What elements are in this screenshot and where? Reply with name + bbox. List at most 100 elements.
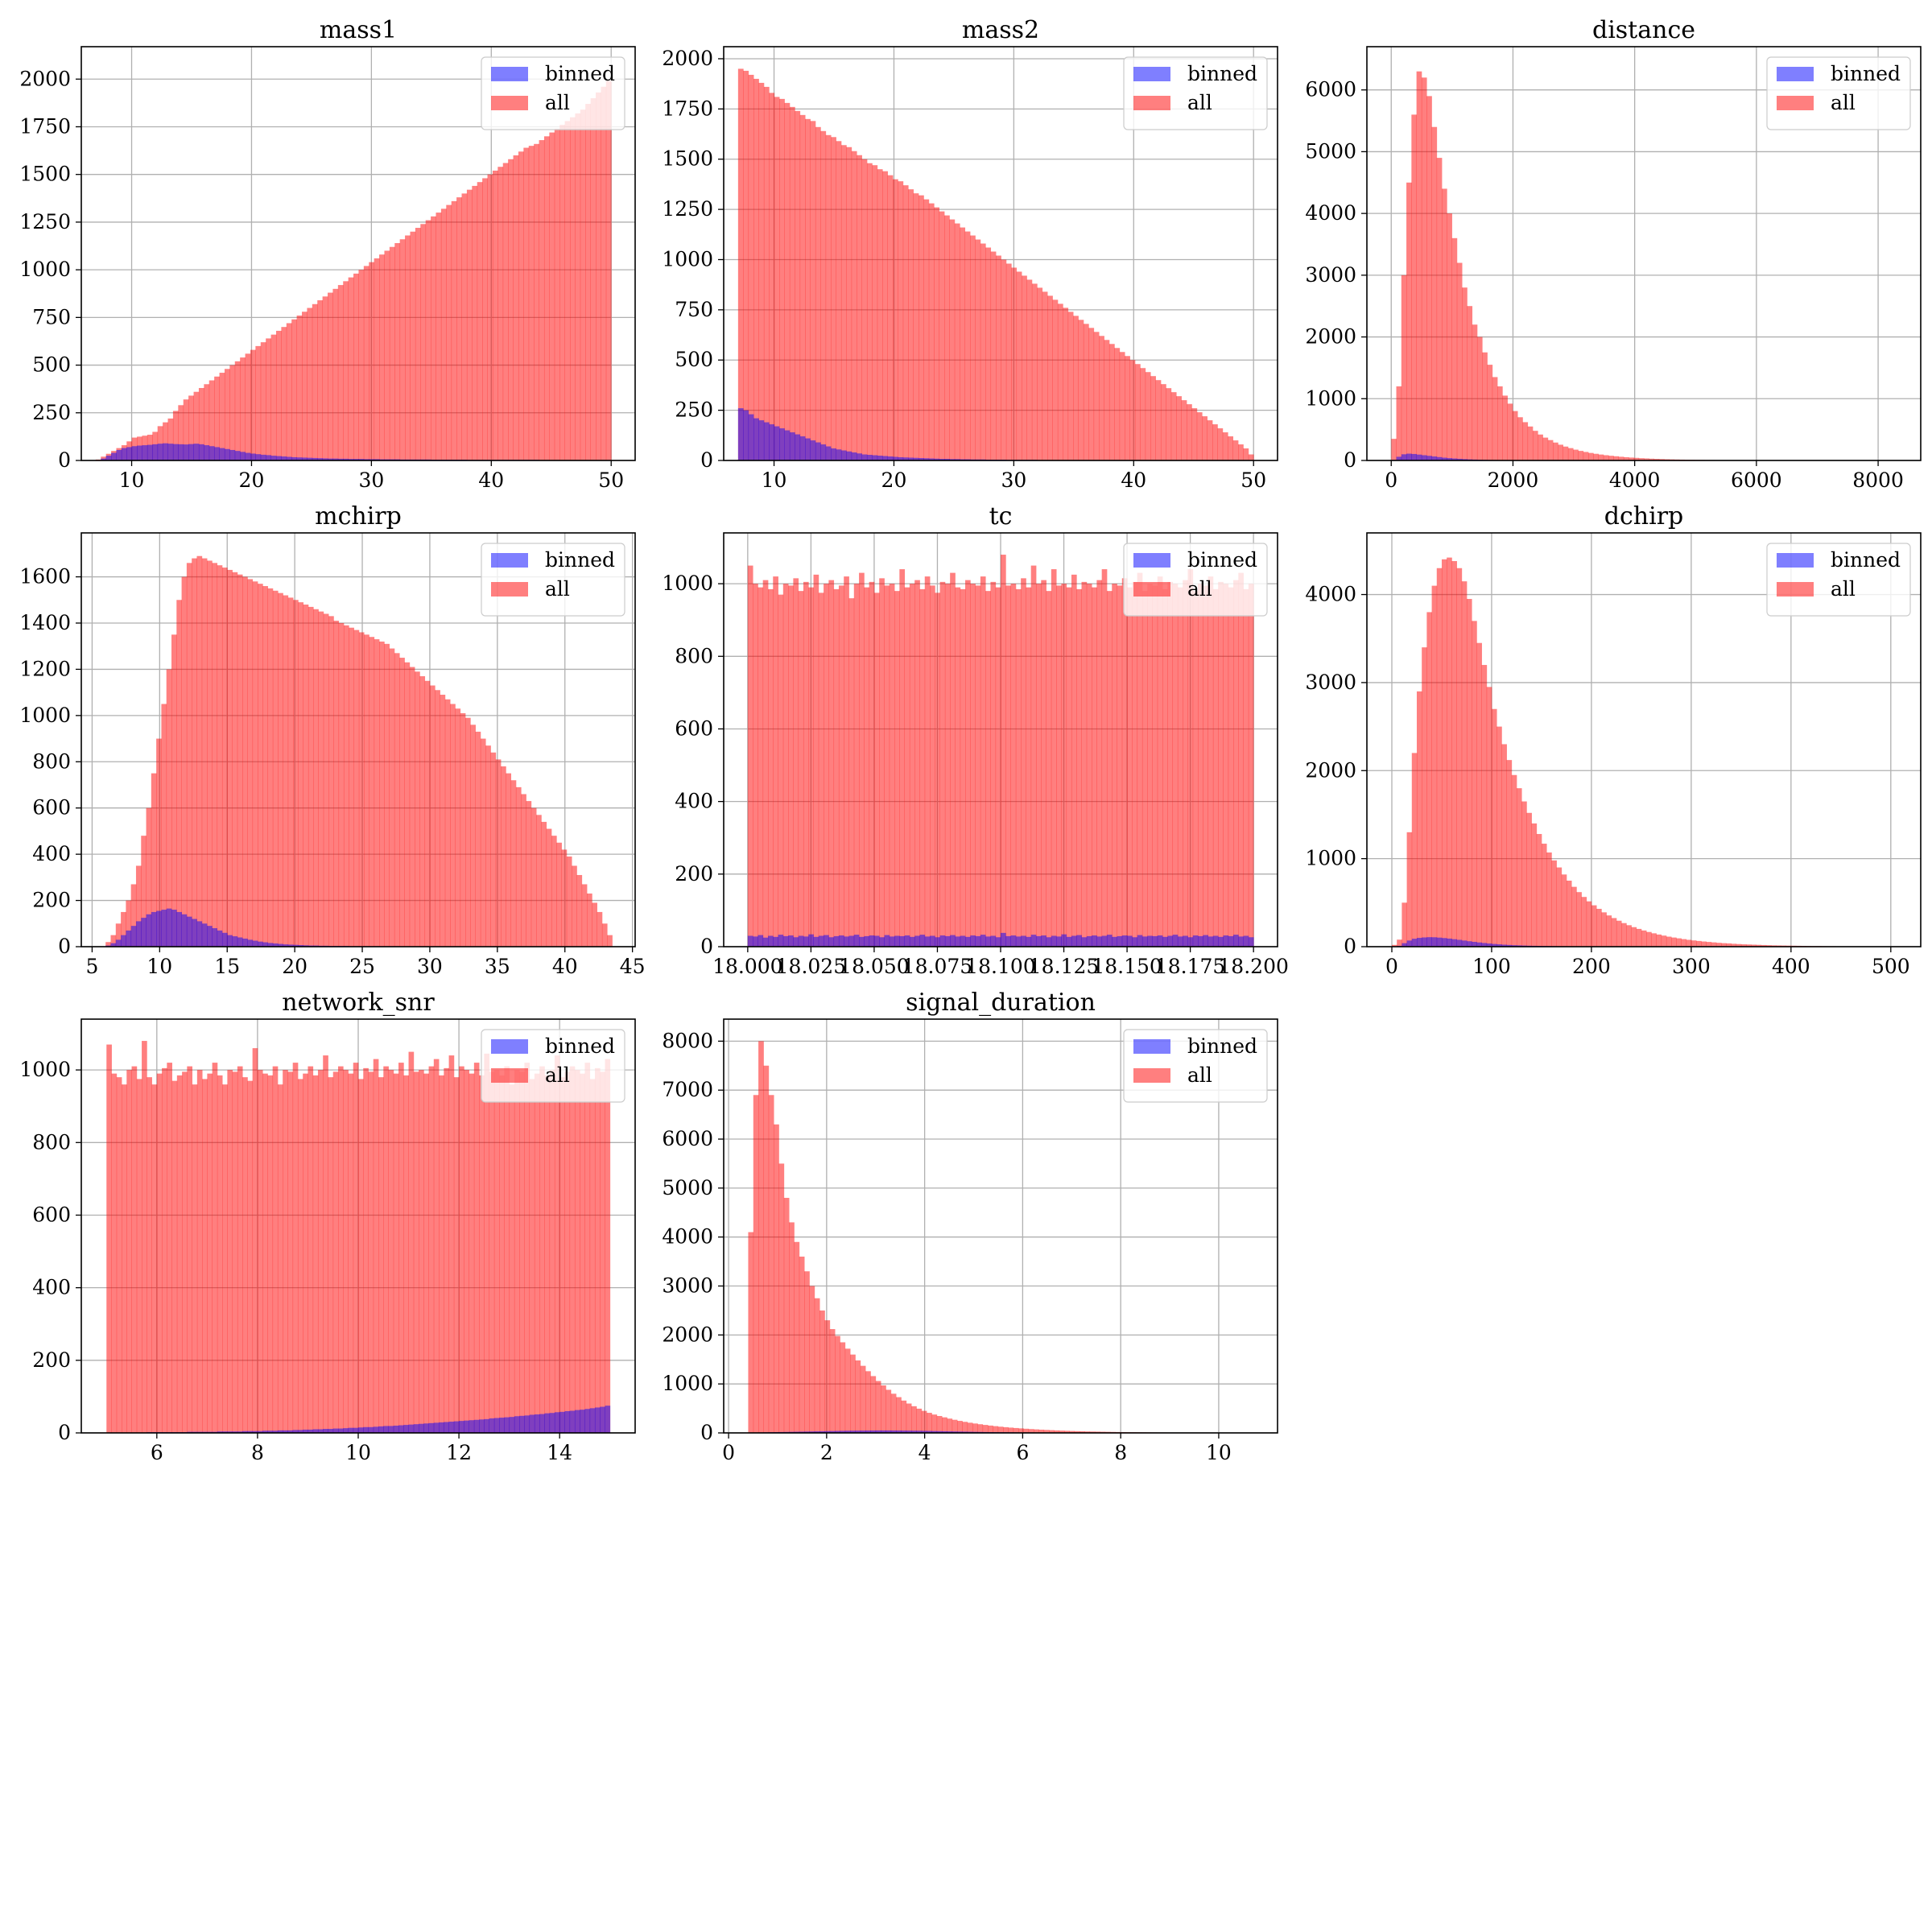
bar-all bbox=[944, 584, 951, 947]
bar-binned bbox=[307, 457, 313, 460]
bar-all bbox=[581, 884, 588, 947]
bar-all bbox=[1121, 578, 1128, 947]
bar-all bbox=[1583, 452, 1589, 460]
legend-swatch-binned bbox=[1777, 67, 1814, 81]
bar-binned bbox=[833, 935, 840, 947]
bar-all bbox=[1101, 569, 1108, 947]
bar-all bbox=[252, 1048, 258, 1433]
bar-all bbox=[110, 935, 117, 947]
bar-binned bbox=[473, 1419, 480, 1433]
bar-binned bbox=[748, 414, 754, 460]
bar-binned bbox=[820, 444, 827, 460]
bar-all bbox=[373, 1059, 379, 1433]
bar-binned bbox=[419, 1423, 424, 1433]
bar-all bbox=[204, 384, 210, 460]
bar-all bbox=[1456, 262, 1463, 460]
bar-all bbox=[1501, 744, 1507, 947]
bar-binned bbox=[1172, 935, 1179, 947]
bar-all bbox=[1042, 291, 1048, 460]
bar-all bbox=[1563, 446, 1569, 460]
bar-all bbox=[1104, 340, 1110, 460]
bar-all bbox=[1472, 621, 1477, 947]
bar-all bbox=[1157, 576, 1163, 947]
bar-all bbox=[564, 1071, 571, 1433]
bar-all bbox=[882, 171, 888, 460]
y-tick-label: 200 bbox=[32, 1348, 71, 1372]
bar-all bbox=[782, 584, 789, 947]
bar-binned bbox=[1141, 936, 1148, 947]
x-tick-label: 8000 bbox=[1852, 469, 1904, 492]
bar-all bbox=[913, 193, 919, 460]
bar-all bbox=[278, 592, 283, 947]
bar-binned bbox=[859, 936, 865, 947]
bar-binned bbox=[1187, 937, 1194, 947]
bar-binned bbox=[788, 935, 794, 947]
bar-binned bbox=[227, 935, 233, 947]
bar-all bbox=[1546, 852, 1552, 947]
bar-binned bbox=[348, 1427, 354, 1433]
bar-all bbox=[1177, 587, 1183, 947]
bar-binned bbox=[1416, 938, 1422, 947]
bar-all bbox=[866, 163, 873, 460]
bar-all bbox=[1621, 923, 1627, 947]
bar-binned bbox=[850, 1430, 856, 1433]
bar-binned bbox=[337, 458, 344, 460]
bar-binned bbox=[931, 1430, 938, 1433]
bar-binned bbox=[580, 1410, 585, 1433]
bar-all bbox=[831, 137, 836, 460]
legend-swatch-all bbox=[1777, 582, 1814, 597]
bar-all bbox=[1517, 417, 1523, 460]
bar-binned bbox=[242, 1430, 248, 1433]
bar-all bbox=[810, 121, 816, 460]
y-tick-label: 1750 bbox=[662, 97, 713, 120]
bar-all bbox=[1089, 1431, 1096, 1433]
bar-all bbox=[1074, 1430, 1080, 1433]
bar-all bbox=[1547, 440, 1554, 460]
bar-all bbox=[171, 634, 177, 947]
bar-all bbox=[1649, 458, 1654, 460]
bar-all bbox=[1426, 96, 1432, 460]
bar-all bbox=[923, 199, 930, 460]
bar-all bbox=[415, 228, 421, 460]
bar-all bbox=[1491, 708, 1497, 947]
bar-all bbox=[1542, 437, 1549, 460]
bar-all bbox=[267, 1075, 274, 1433]
bar-binned bbox=[909, 936, 915, 947]
bar-all bbox=[1690, 940, 1697, 947]
x-tick-label: 300 bbox=[1672, 955, 1711, 978]
bar-all bbox=[217, 1075, 223, 1433]
bar-binned bbox=[1486, 943, 1492, 947]
bar-all bbox=[815, 126, 821, 460]
bar-all bbox=[990, 581, 997, 947]
bar-all bbox=[1576, 892, 1582, 947]
bar-binned bbox=[212, 928, 218, 947]
bar-all bbox=[783, 1198, 790, 1433]
bar-all bbox=[1527, 426, 1534, 460]
bar-all bbox=[818, 592, 824, 947]
bar-all bbox=[1506, 760, 1513, 947]
bar-all bbox=[934, 207, 940, 460]
bar-all bbox=[566, 857, 572, 947]
x-tick-label: 200 bbox=[1572, 955, 1611, 978]
bar-all bbox=[453, 1077, 460, 1433]
bar-all bbox=[171, 1080, 178, 1433]
bar-all bbox=[753, 1095, 759, 1433]
bar-all bbox=[585, 104, 592, 460]
bar-all bbox=[889, 584, 895, 947]
bar-binned bbox=[363, 1426, 369, 1433]
bar-all bbox=[887, 175, 894, 460]
bar-all bbox=[1083, 324, 1089, 460]
bar-all bbox=[597, 911, 603, 947]
bar-all bbox=[600, 1071, 605, 1433]
bar-binned bbox=[921, 1430, 927, 1433]
bar-binned bbox=[167, 444, 174, 460]
bars-layer bbox=[1391, 71, 1897, 460]
bar-binned bbox=[163, 443, 168, 460]
bar-all bbox=[519, 1071, 525, 1433]
bar-binned bbox=[161, 910, 167, 947]
bar-binned bbox=[142, 445, 148, 460]
bar-binned bbox=[882, 456, 888, 460]
bar-all bbox=[898, 181, 904, 460]
legend-swatch-all bbox=[1133, 582, 1170, 597]
bar-binned bbox=[257, 941, 263, 947]
